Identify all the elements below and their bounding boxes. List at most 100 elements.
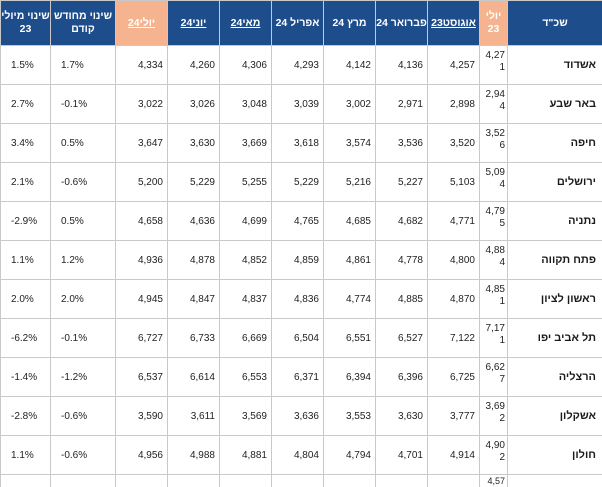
cell-feb24: 5,227	[376, 163, 428, 202]
cell-city: באר שבע	[508, 85, 602, 124]
header-mar24: מרץ 24	[324, 1, 376, 46]
cell-jul23: 2,94 4	[480, 85, 508, 124]
cell-feb24: 6,527	[376, 319, 428, 358]
cell-mar24: 3,553	[324, 397, 376, 436]
cell-city: חולון	[508, 436, 602, 475]
cell-apr24: 4,859	[272, 241, 324, 280]
cell-change-yoy: 1.1%	[1, 436, 51, 475]
cell-jun24: 3,630	[168, 124, 220, 163]
cell-feb24: 4,885	[376, 280, 428, 319]
cell-change-prev: -0.6%	[51, 163, 116, 202]
cell-mar24: 4,142	[324, 46, 376, 85]
cell-jul24: 4,334	[116, 46, 168, 85]
cell-jul24: 3,590	[116, 397, 168, 436]
cell-aug23: 4,870	[428, 280, 480, 319]
cell-jun24: 6,733	[168, 319, 220, 358]
cell-jul24: 4,936	[116, 241, 168, 280]
cell-aug23	[428, 475, 480, 487]
cell-mar24: 6,551	[324, 319, 376, 358]
cell-change-yoy: -2.9%	[1, 202, 51, 241]
cell-jun24: 3,611	[168, 397, 220, 436]
cell-may24: 4,852	[220, 241, 272, 280]
cell-may24: 4,837	[220, 280, 272, 319]
cell-change-yoy: 1.5%	[1, 46, 51, 85]
cell-aug23: 4,914	[428, 436, 480, 475]
cell-jul23: 4,27 1	[480, 46, 508, 85]
cell-apr24: 6,371	[272, 358, 324, 397]
header-jul24-label: יולי24	[128, 17, 155, 29]
header-jul23: יולי 23	[480, 1, 508, 46]
cell-may24: 4,881	[220, 436, 272, 475]
cell-jun24	[168, 475, 220, 487]
cell-change-prev: -1.2%	[51, 358, 116, 397]
cell-change-yoy	[1, 475, 51, 487]
cell-jun24: 4,260	[168, 46, 220, 85]
header-aug23-label: אוגוסט23	[431, 17, 476, 29]
cell-jun24: 4,988	[168, 436, 220, 475]
cell-city: אשדוד	[508, 46, 602, 85]
cell-aug23: 4,771	[428, 202, 480, 241]
cell-may24: 6,669	[220, 319, 272, 358]
cell-aug23: 7,122	[428, 319, 480, 358]
cell-jul23: 4,88 4	[480, 241, 508, 280]
cell-jul24: 4,658	[116, 202, 168, 241]
cell-jul23: 4,85 1	[480, 280, 508, 319]
header-may24: מאי24	[220, 1, 272, 46]
cell-jul24: 6,727	[116, 319, 168, 358]
cell-may24: 4,306	[220, 46, 272, 85]
cell-may24: 3,569	[220, 397, 272, 436]
cell-city: ראשון לציון	[508, 280, 602, 319]
cell-city: נתניה	[508, 202, 602, 241]
cell-aug23: 3,777	[428, 397, 480, 436]
cell-feb24: 4,136	[376, 46, 428, 85]
cell-jul23: 4,57	[480, 475, 508, 487]
cell-jul24	[116, 475, 168, 487]
cell-city: תל אביב יפו	[508, 319, 602, 358]
cell-feb24	[376, 475, 428, 487]
cell-apr24: 5,229	[272, 163, 324, 202]
header-jun24: יוני24	[168, 1, 220, 46]
cell-change-prev: -0.1%	[51, 85, 116, 124]
cell-may24: 5,255	[220, 163, 272, 202]
cell-apr24	[272, 475, 324, 487]
cell-change-prev: 0.5%	[51, 202, 116, 241]
cell-aug23: 3,520	[428, 124, 480, 163]
header-feb24: פברואר 24	[376, 1, 428, 46]
cell-change-prev: 1.7%	[51, 46, 116, 85]
cell-may24	[220, 475, 272, 487]
header-jul24: יולי24	[116, 1, 168, 46]
cell-jul24: 3,022	[116, 85, 168, 124]
cell-mar24: 3,574	[324, 124, 376, 163]
cell-city: אשקלון	[508, 397, 602, 436]
cell-change-yoy: 1.1%	[1, 241, 51, 280]
cell-change-yoy: 3.4%	[1, 124, 51, 163]
cell-jul23: 3,52 6	[480, 124, 508, 163]
cell-change-yoy: -1.4%	[1, 358, 51, 397]
cell-may24: 4,699	[220, 202, 272, 241]
cell-jun24: 4,847	[168, 280, 220, 319]
cell-aug23: 6,725	[428, 358, 480, 397]
cell-apr24: 4,293	[272, 46, 324, 85]
cell-jun24: 5,229	[168, 163, 220, 202]
cell-mar24: 6,394	[324, 358, 376, 397]
cell-apr24: 3,636	[272, 397, 324, 436]
cell-mar24: 4,685	[324, 202, 376, 241]
cell-change-prev	[51, 475, 116, 487]
cell-apr24: 6,504	[272, 319, 324, 358]
cell-feb24: 3,630	[376, 397, 428, 436]
header-jun24-label: יוני24	[181, 17, 207, 29]
cell-change-prev: -0.6%	[51, 436, 116, 475]
cell-aug23: 4,257	[428, 46, 480, 85]
cell-feb24: 3,536	[376, 124, 428, 163]
